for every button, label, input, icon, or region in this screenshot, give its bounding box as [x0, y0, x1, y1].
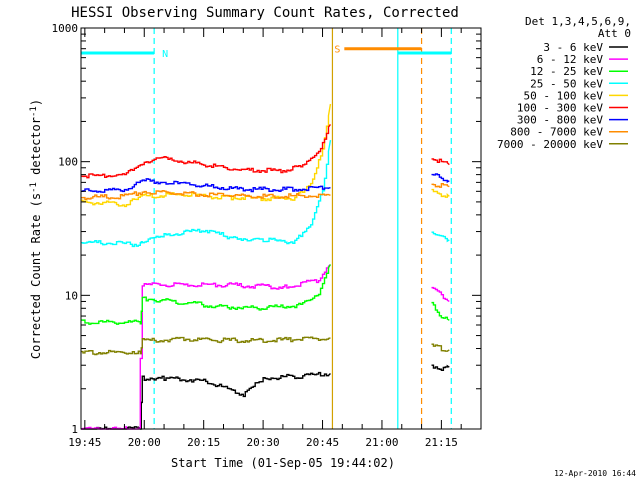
x-tick-label-2030: 20:30 [247, 436, 280, 449]
x-tick-label-2015: 20:15 [187, 436, 220, 449]
x-tick-label-2115: 21:15 [425, 436, 458, 449]
series-800-7000-kev-segment-2 [431, 182, 450, 188]
y-tick-label-1: 1 [71, 423, 78, 436]
series-50-100-kev-segment-2 [431, 188, 450, 198]
legend-header-line-2: Att 0 [598, 27, 631, 40]
chart-title: HESSI Observing Summary Count Rates, Cor… [71, 5, 459, 21]
timestamp: 12-Apr-2010 16:44 [554, 469, 636, 478]
x-tick-label-1945: 19:45 [68, 436, 101, 449]
series-100-300-kev-segment-1 [81, 123, 332, 179]
legend-header-line-1: Det 1,3,4,5,6,9, [525, 15, 631, 28]
state-label-s: S [334, 45, 340, 56]
series-25-50-kev-segment-2 [431, 231, 450, 243]
state-label-n: N [162, 49, 168, 60]
legend-label-300-800-kev: 300 - 800 keV [517, 114, 603, 127]
legend-label-25-50-kev: 25 - 50 keV [530, 77, 603, 90]
legend-label-100-300-kev: 100 - 300 keV [517, 102, 603, 115]
y-axis-label: Corrected Count Rate (s-1 detector-1) [29, 99, 43, 359]
series-3-6-kev-segment-1 [81, 371, 331, 430]
x-axis-label: Start Time (01-Sep-05 19:44:02) [171, 456, 395, 470]
series-25-50-kev-segment-1 [81, 139, 332, 248]
series-100-300-kev-segment-2 [431, 158, 450, 166]
y-tick-label-1000: 1000 [52, 22, 79, 35]
legend-label-800-7000-kev: 800 - 7000 keV [510, 126, 603, 139]
x-tick-label-2000: 20:00 [128, 436, 161, 449]
legend-label-12-25-kev: 12 - 25 keV [530, 65, 603, 78]
series-3-6-kev-segment-2 [431, 364, 450, 372]
series-300-800-kev-segment-1 [81, 178, 331, 193]
y-tick-label-10: 10 [65, 289, 78, 302]
legend-label-6-12-kev: 6 - 12 keV [537, 53, 604, 66]
legend-label-50-100-kev: 50 - 100 keV [524, 89, 604, 102]
series-12-25-kev-segment-1 [81, 264, 332, 325]
legend-label-3-6-kev: 3 - 6 keV [543, 41, 603, 54]
series-6-12-kev-segment-2 [431, 286, 450, 303]
x-tick-label-2100: 21:00 [365, 436, 398, 449]
y-tick-label-100: 100 [58, 156, 78, 169]
series-7000-20000-kev-segment-2 [431, 343, 450, 352]
series-300-800-kev-segment-2 [431, 173, 450, 184]
legend-label-7000-20000-kev: 7000 - 20000 keV [497, 138, 603, 151]
series-12-25-kev-segment-2 [431, 301, 450, 321]
series-6-12-kev-segment-1 [81, 264, 331, 430]
x-tick-label-2045: 20:45 [306, 436, 339, 449]
plot-frame [80, 27, 482, 430]
series-7000-20000-kev-segment-1 [81, 336, 331, 356]
series-800-7000-kev-segment-1 [81, 189, 331, 201]
